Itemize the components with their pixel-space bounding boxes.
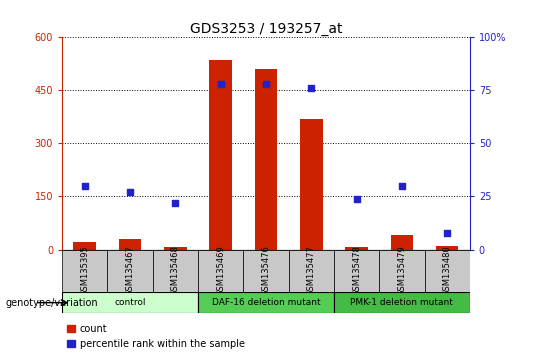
Bar <box>164 247 187 250</box>
Text: GSM135469: GSM135469 <box>216 245 225 296</box>
Bar <box>300 119 322 250</box>
Bar <box>436 246 458 250</box>
Point <box>171 200 180 206</box>
Legend: count, percentile rank within the sample: count, percentile rank within the sample <box>67 324 245 349</box>
Bar <box>244 250 288 292</box>
Text: GSM135479: GSM135479 <box>397 245 406 296</box>
Text: GSM135476: GSM135476 <box>261 245 271 296</box>
Bar <box>153 250 198 292</box>
Bar <box>73 242 96 250</box>
Text: GSM135468: GSM135468 <box>171 245 180 296</box>
Text: GSM135467: GSM135467 <box>126 245 134 296</box>
Bar <box>334 292 470 313</box>
Text: GSM135477: GSM135477 <box>307 245 316 296</box>
Point <box>307 85 315 91</box>
Bar <box>424 250 470 292</box>
Bar <box>345 247 368 250</box>
Bar <box>288 250 334 292</box>
Text: DAF-16 deletion mutant: DAF-16 deletion mutant <box>212 298 320 307</box>
Bar <box>198 292 334 313</box>
Text: GSM135395: GSM135395 <box>80 245 89 296</box>
Text: GSM135478: GSM135478 <box>352 245 361 296</box>
Text: genotype/variation: genotype/variation <box>5 298 98 308</box>
Point <box>397 183 406 189</box>
Bar <box>210 60 232 250</box>
Point <box>443 230 451 235</box>
Point <box>80 183 89 189</box>
Bar <box>390 235 413 250</box>
Bar <box>198 250 244 292</box>
Bar <box>379 250 424 292</box>
Point <box>352 196 361 201</box>
Point <box>217 81 225 87</box>
Bar <box>255 69 277 250</box>
Bar <box>62 250 107 292</box>
Point <box>126 189 134 195</box>
Bar <box>107 250 153 292</box>
Bar <box>119 239 141 250</box>
Text: control: control <box>114 298 146 307</box>
Bar <box>62 292 198 313</box>
Point <box>261 81 270 87</box>
Bar <box>334 250 379 292</box>
Text: GSM135480: GSM135480 <box>443 245 451 296</box>
Title: GDS3253 / 193257_at: GDS3253 / 193257_at <box>190 22 342 36</box>
Text: PMK-1 deletion mutant: PMK-1 deletion mutant <box>350 298 453 307</box>
